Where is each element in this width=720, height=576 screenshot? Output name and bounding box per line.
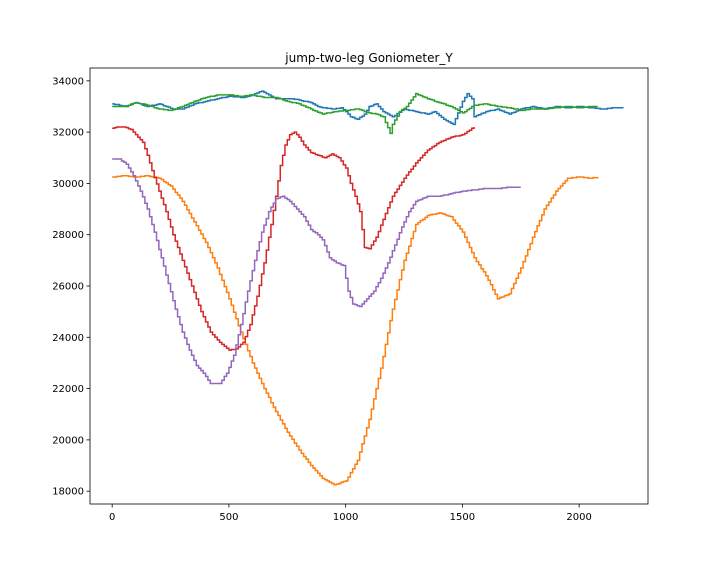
y-tick-label: 30000 <box>52 179 84 190</box>
x-tick-label: 500 <box>219 512 238 523</box>
series-line-5 <box>112 158 521 385</box>
series-line-4 <box>112 126 475 351</box>
y-tick-label: 28000 <box>52 230 84 241</box>
x-tick-label: 1500 <box>450 512 475 523</box>
series-line-3 <box>112 92 598 135</box>
x-tick-label: 1000 <box>333 512 358 523</box>
axes-layer: 0 500 1000 1500 2000 18000 20000 22000 24000 2600… <box>52 67 649 523</box>
y-tick-label: 20000 <box>52 435 84 446</box>
y-tick-label: 22000 <box>52 384 84 395</box>
plot-frame <box>89 67 649 505</box>
y-tick-label: 24000 <box>52 333 84 344</box>
x-tick-label: 2000 <box>566 512 591 523</box>
y-tick-label: 34000 <box>52 76 84 87</box>
x-tick-label: 0 <box>109 512 115 523</box>
y-tick-label: 32000 <box>52 128 84 139</box>
series-layer <box>112 90 624 486</box>
chart-title: jump-two-leg Goniometer_Y <box>284 51 453 65</box>
y-tick-label: 26000 <box>52 282 84 293</box>
y-tick-label: 18000 <box>52 487 84 498</box>
series-line-1 <box>112 90 624 126</box>
series-line-2 <box>112 174 599 486</box>
